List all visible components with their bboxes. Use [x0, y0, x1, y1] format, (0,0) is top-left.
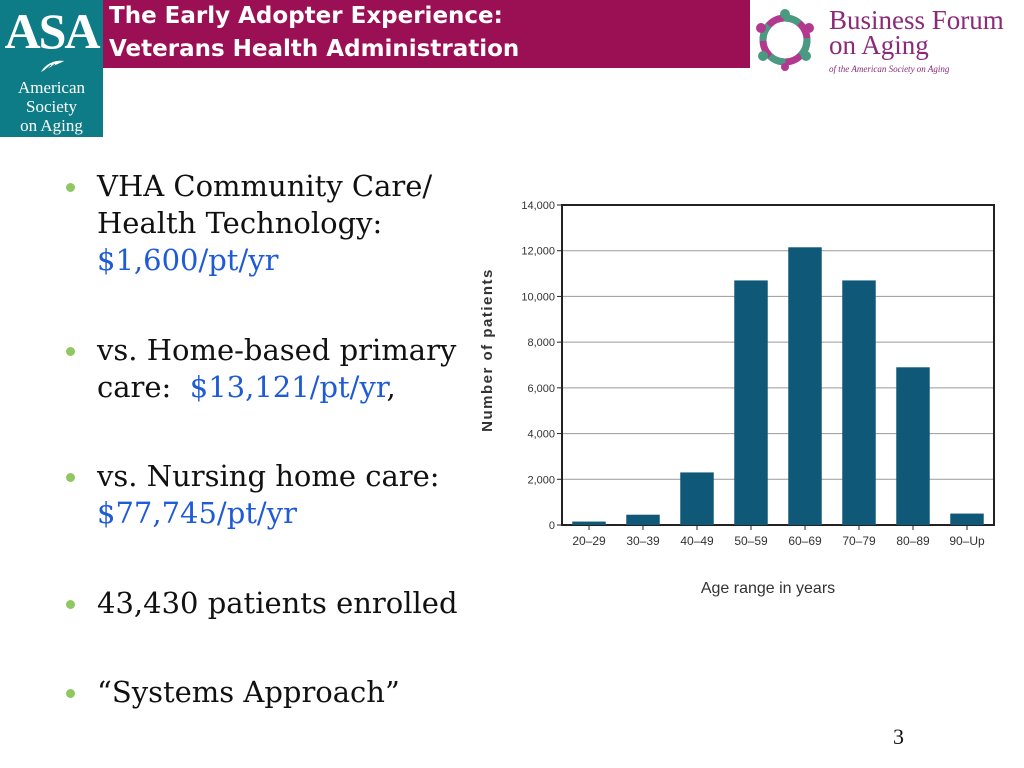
y-tick-label: 0: [549, 520, 555, 532]
bar: [950, 513, 984, 525]
bullet-line: VHA Community Care/: [97, 169, 433, 203]
x-tick-label: 60–69: [788, 534, 822, 548]
y-tick-label: 2,000: [527, 474, 555, 486]
x-tick-label: 70–79: [842, 534, 876, 548]
bullet-line-text: care:: [97, 370, 172, 404]
asa-name-line: American: [17, 78, 86, 97]
patients-by-age-chart: 0 2,000 4,000 6,000 8,000 10,000 12,000 14,000 2…: [479, 200, 995, 597]
bullet-dot-icon: [66, 347, 75, 356]
bullet-text: vs. Home-based primary care: $13,121/pt/…: [97, 332, 456, 406]
bar: [842, 280, 876, 525]
business-forum-title-line: Business Forum: [829, 5, 1004, 35]
plot-frame: [561, 204, 995, 526]
bullet-line: Health Technology:: [97, 206, 383, 240]
cost-value: $77,745/pt/yr: [97, 496, 297, 530]
bar: [788, 247, 822, 525]
bar: [734, 280, 768, 525]
bullet-dot-icon: [66, 473, 75, 482]
asa-name-line: on Aging: [20, 116, 83, 135]
bullet-line: care: $13,121/pt/yr,: [97, 369, 456, 406]
bullet-text: “Systems Approach”: [97, 674, 400, 711]
bullet-line: vs. Home-based primary: [97, 333, 457, 367]
page-title-line1: The Early Adopter Experience:: [109, 3, 503, 29]
bullet-text: VHA Community Care/ Health Technology: $…: [97, 168, 432, 279]
asa-name-line: Society: [26, 97, 77, 116]
x-axis-label: Age range in years: [701, 580, 835, 597]
x-tick-label: 80–89: [896, 534, 930, 548]
bullet-dot-icon: [66, 689, 75, 698]
asa-logo-name: American Society on Aging: [0, 78, 103, 135]
bullet-dot-icon: [66, 183, 75, 192]
page-title-line2: Veterans Health Administration: [109, 36, 520, 62]
bar: [680, 472, 714, 525]
bar: [572, 521, 606, 525]
asa-logo: ASA American Society on Aging: [0, 0, 103, 137]
bullet-line: 43,430 patients enrolled: [97, 586, 458, 620]
title-bar: The Early Adopter Experience: Veterans H…: [103, 0, 750, 68]
cost-value: $13,121/pt/yr: [189, 370, 387, 404]
y-tick-label: 6,000: [527, 383, 555, 395]
bullet-line: “Systems Approach”: [97, 675, 400, 709]
leaf-icon: [40, 60, 64, 72]
business-forum-title: Business Forum on Aging: [829, 5, 1004, 60]
y-tick-label: 14,000: [521, 200, 555, 212]
bullet-line: vs. Nursing home care:: [97, 459, 440, 493]
bullet-suffix: ,: [386, 370, 396, 404]
x-tick-label: 30–39: [626, 534, 660, 548]
x-tick-label: 50–59: [734, 534, 768, 548]
y-tick-label: 10,000: [521, 291, 555, 303]
page-number: 3: [893, 724, 904, 749]
business-forum-subtitle: of the American Society on Aging: [829, 64, 950, 74]
asa-logo-mark: ASA: [4, 3, 100, 59]
bar: [896, 367, 930, 525]
business-forum-logo: Business Forum on Aging of the American …: [752, 4, 1024, 74]
people-circle-icon: [756, 9, 814, 71]
x-tick-label: 20–29: [572, 534, 606, 548]
y-tick-label: 8,000: [527, 337, 555, 349]
business-forum-title-line: on Aging: [829, 30, 929, 60]
y-tick-label: 4,000: [527, 429, 555, 441]
x-tick-label: 40–49: [680, 534, 714, 548]
bullet-text: vs. Nursing home care: $77,745/pt/yr: [97, 458, 440, 532]
y-axis-label: Number of patients: [479, 268, 496, 432]
bullet-text: 43,430 patients enrolled: [97, 585, 458, 622]
cost-value: $1,600/pt/yr: [97, 243, 279, 277]
y-tick-label: 12,000: [521, 246, 555, 258]
x-tick-label: 90–Up: [949, 534, 985, 548]
bar: [626, 514, 660, 525]
bullet-dot-icon: [66, 600, 75, 609]
